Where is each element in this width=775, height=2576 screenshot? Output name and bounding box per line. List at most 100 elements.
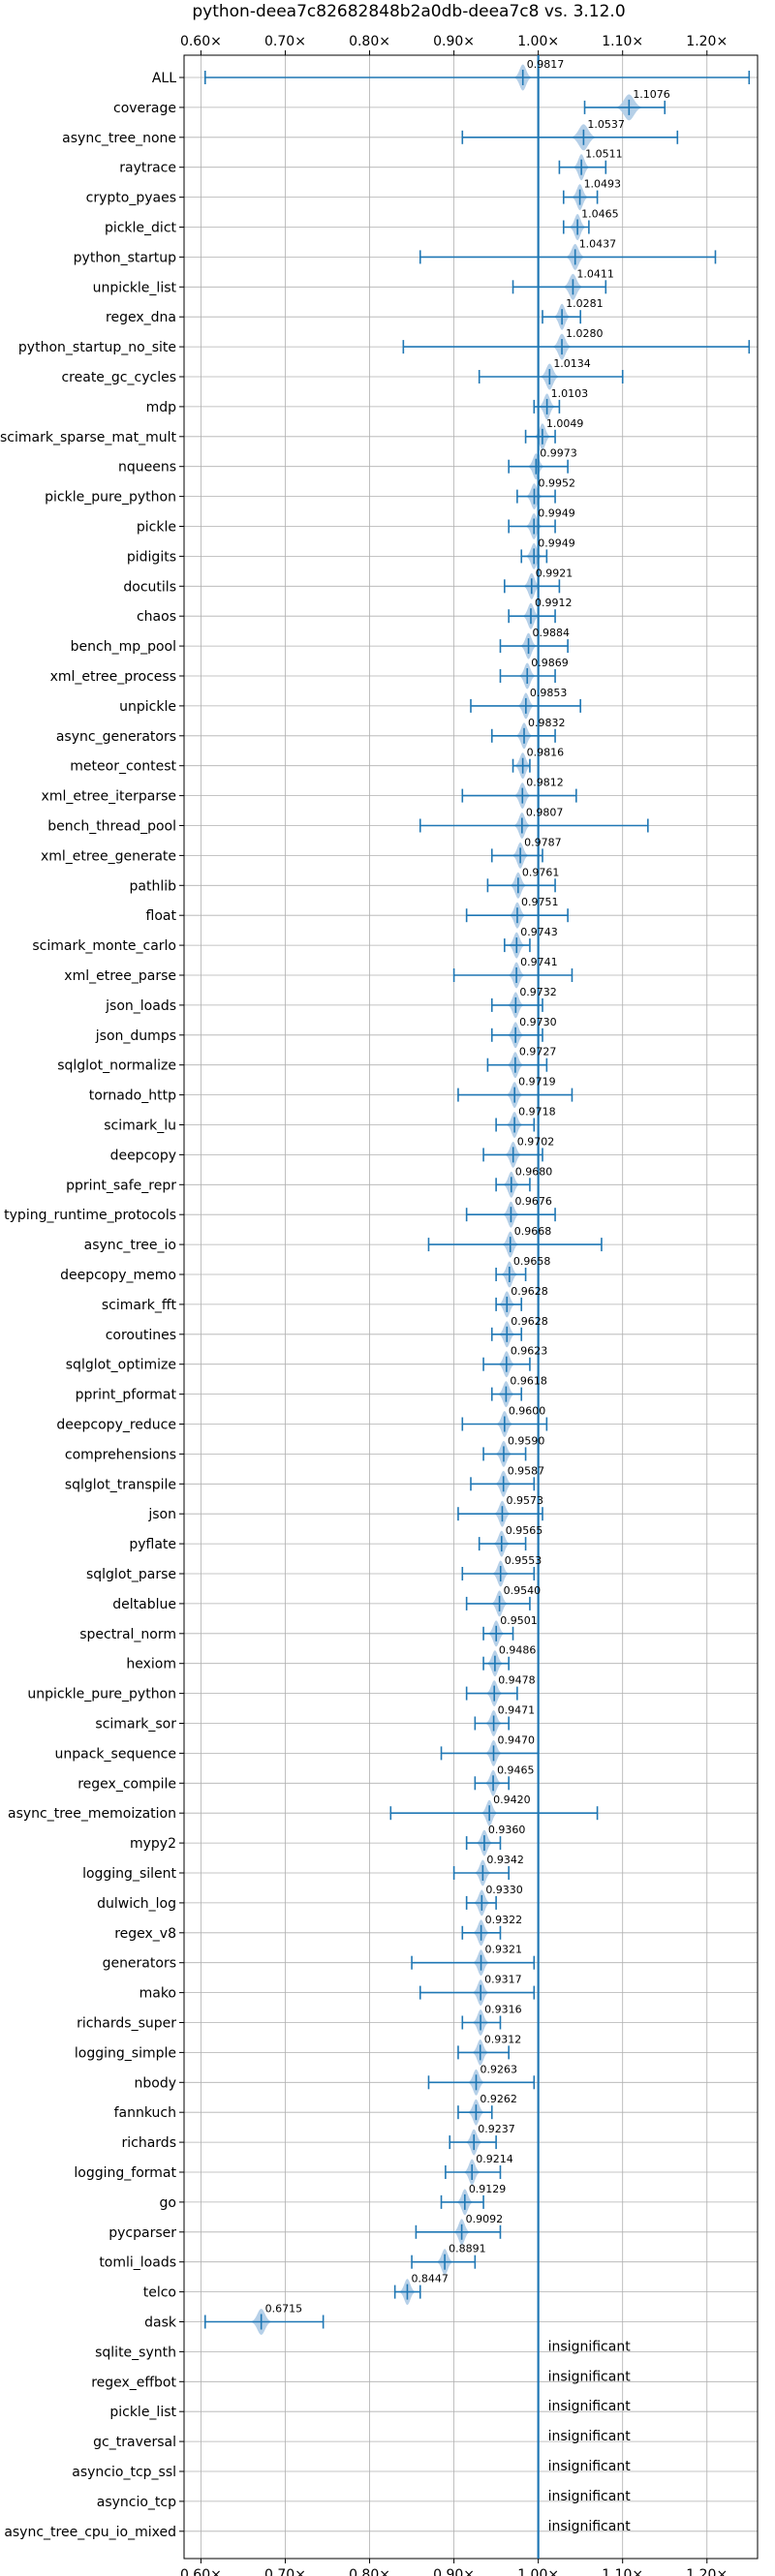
x-tick-label-bottom: 0.60× [180,2567,222,2576]
category-label: async_generators [56,729,176,745]
category-label: regex_v8 [114,1926,176,1942]
category-label: sqlglot_optimize [66,1358,176,1373]
category-label: deltablue [112,1597,176,1612]
value-label: 0.9730 [519,1016,557,1028]
value-label: 0.9553 [505,1554,542,1567]
category-label: scimark_sparse_mat_mult [0,430,176,445]
value-label: 0.9322 [485,1914,523,1926]
value-label: 0.9912 [535,597,573,609]
category-label: docutils [123,579,176,595]
category-label: sqlglot_transpile [65,1477,176,1492]
value-label: 0.9741 [520,956,558,968]
category-label: logging_format [74,2165,176,2181]
x-tick-label-bottom: 1.00× [517,2567,559,2576]
x-tick-label-top: 1.00× [517,34,559,49]
value-label: 0.9668 [514,1225,552,1238]
insignificant-label: insignificant [548,2489,632,2504]
value-label: 0.9316 [484,2004,522,2016]
x-tick-label-bottom: 1.10× [602,2567,643,2576]
value-label: 0.9680 [515,1165,553,1178]
value-label: 0.9214 [476,2153,513,2165]
value-label: 0.9262 [480,2093,517,2105]
category-label: deepcopy_reduce [56,1418,176,1433]
category-label: sqlite_synth [95,2345,176,2360]
value-label: 0.9628 [511,1285,548,1298]
value-label: 0.9486 [499,1644,537,1657]
category-label: float [146,908,177,924]
category-label: regex_dna [106,310,176,325]
insignificant-label: insignificant [548,2459,632,2474]
value-label: 0.9751 [521,896,559,908]
value-label: 0.9676 [514,1195,552,1208]
category-label: fannkuch [114,2105,176,2121]
value-label: 0.9321 [485,1944,523,1956]
error-bars [203,70,751,2330]
category-label: coverage [113,101,176,116]
value-label: 1.0465 [581,208,619,221]
chart-title: python-deea7c82682848b2a0db-deea7c8 vs. … [192,2,625,21]
category-label: python_startup_no_site [18,340,176,355]
category-label: unpack_sequence [55,1746,176,1762]
insignificant-label: insignificant [548,2519,632,2534]
category-label: deepcopy [110,1148,176,1163]
category-label: mdp [146,400,177,415]
category-label: logging_silent [82,1866,176,1882]
category-label: async_tree_cpu_io_mixed [4,2525,176,2540]
value-label: 0.9832 [528,717,566,729]
value-label: 0.9565 [506,1524,543,1537]
category-label: raytrace [119,161,176,176]
value-label: 0.9658 [513,1255,551,1268]
insignificant-label: insignificant [548,2429,632,2444]
category-label: meteor_contest [70,759,176,775]
x-tick-label-bottom: 1.20× [686,2567,728,2576]
violins [244,64,652,2335]
value-label: 0.9465 [497,1763,535,1776]
category-label: xml_etree_iterparse [42,789,176,805]
x-tick-label-top: 0.80× [349,34,390,49]
category-label: coroutines [106,1328,176,1343]
category-label: unpickle_list [93,280,177,295]
category-label: scimark_fft [102,1298,177,1313]
value-label: 0.9628 [511,1315,548,1328]
category-label: pyflate [129,1537,176,1552]
category-label: pickle_pure_python [45,490,176,506]
x-tick-label-bottom: 0.70× [264,2567,306,2576]
value-label: 0.9237 [478,2123,515,2135]
value-label: 0.9718 [518,1106,556,1119]
category-label: sqlglot_normalize [57,1058,176,1074]
value-label: 0.9540 [504,1584,542,1597]
value-label: 1.0281 [566,297,604,310]
value-label: 0.9973 [540,447,577,460]
value-label: 0.9921 [536,567,574,579]
category-label: scimark_lu [104,1119,176,1134]
value-labels: 0.9817 1.1076 1.0537 1.0511 1.0493 1.0465 1.04… [265,58,670,2534]
category-label: json_dumps [95,1028,176,1044]
x-tick-label-top: 0.60× [180,34,222,49]
category-label: json [147,1507,176,1522]
x-tick-label-bottom: 0.90× [433,2567,475,2576]
value-label: 0.9312 [484,2033,522,2045]
value-label: 1.0049 [546,417,584,430]
category-label: async_tree_io [84,1238,176,1253]
value-label: 0.9949 [538,507,575,520]
category-label: async_tree_memoization [8,1806,176,1822]
category-label: xml_etree_parse [64,968,176,984]
category-label: gc_traversal [93,2435,176,2450]
value-label: 0.9330 [485,1884,522,1896]
category-label: pathlib [130,878,177,894]
category-label: json_loads [105,998,176,1014]
value-label: 0.9600 [509,1405,546,1418]
value-label: 0.9342 [486,1854,524,1866]
category-label: telco [143,2285,176,2301]
value-label: 0.9618 [510,1375,547,1388]
category-label: bench_mp_pool [71,639,176,655]
category-label: pycparser [108,2225,176,2241]
value-label: 0.9623 [511,1345,548,1358]
value-label: 0.9587 [508,1464,545,1477]
category-label: create_gc_cycles [61,370,176,385]
category-label: bench_thread_pool [47,819,176,835]
category-label: pickle_dict [105,221,177,236]
category-label: typing_runtime_protocols [4,1208,176,1223]
category-label: dask [144,2315,177,2331]
value-label: 0.9816 [527,747,565,759]
